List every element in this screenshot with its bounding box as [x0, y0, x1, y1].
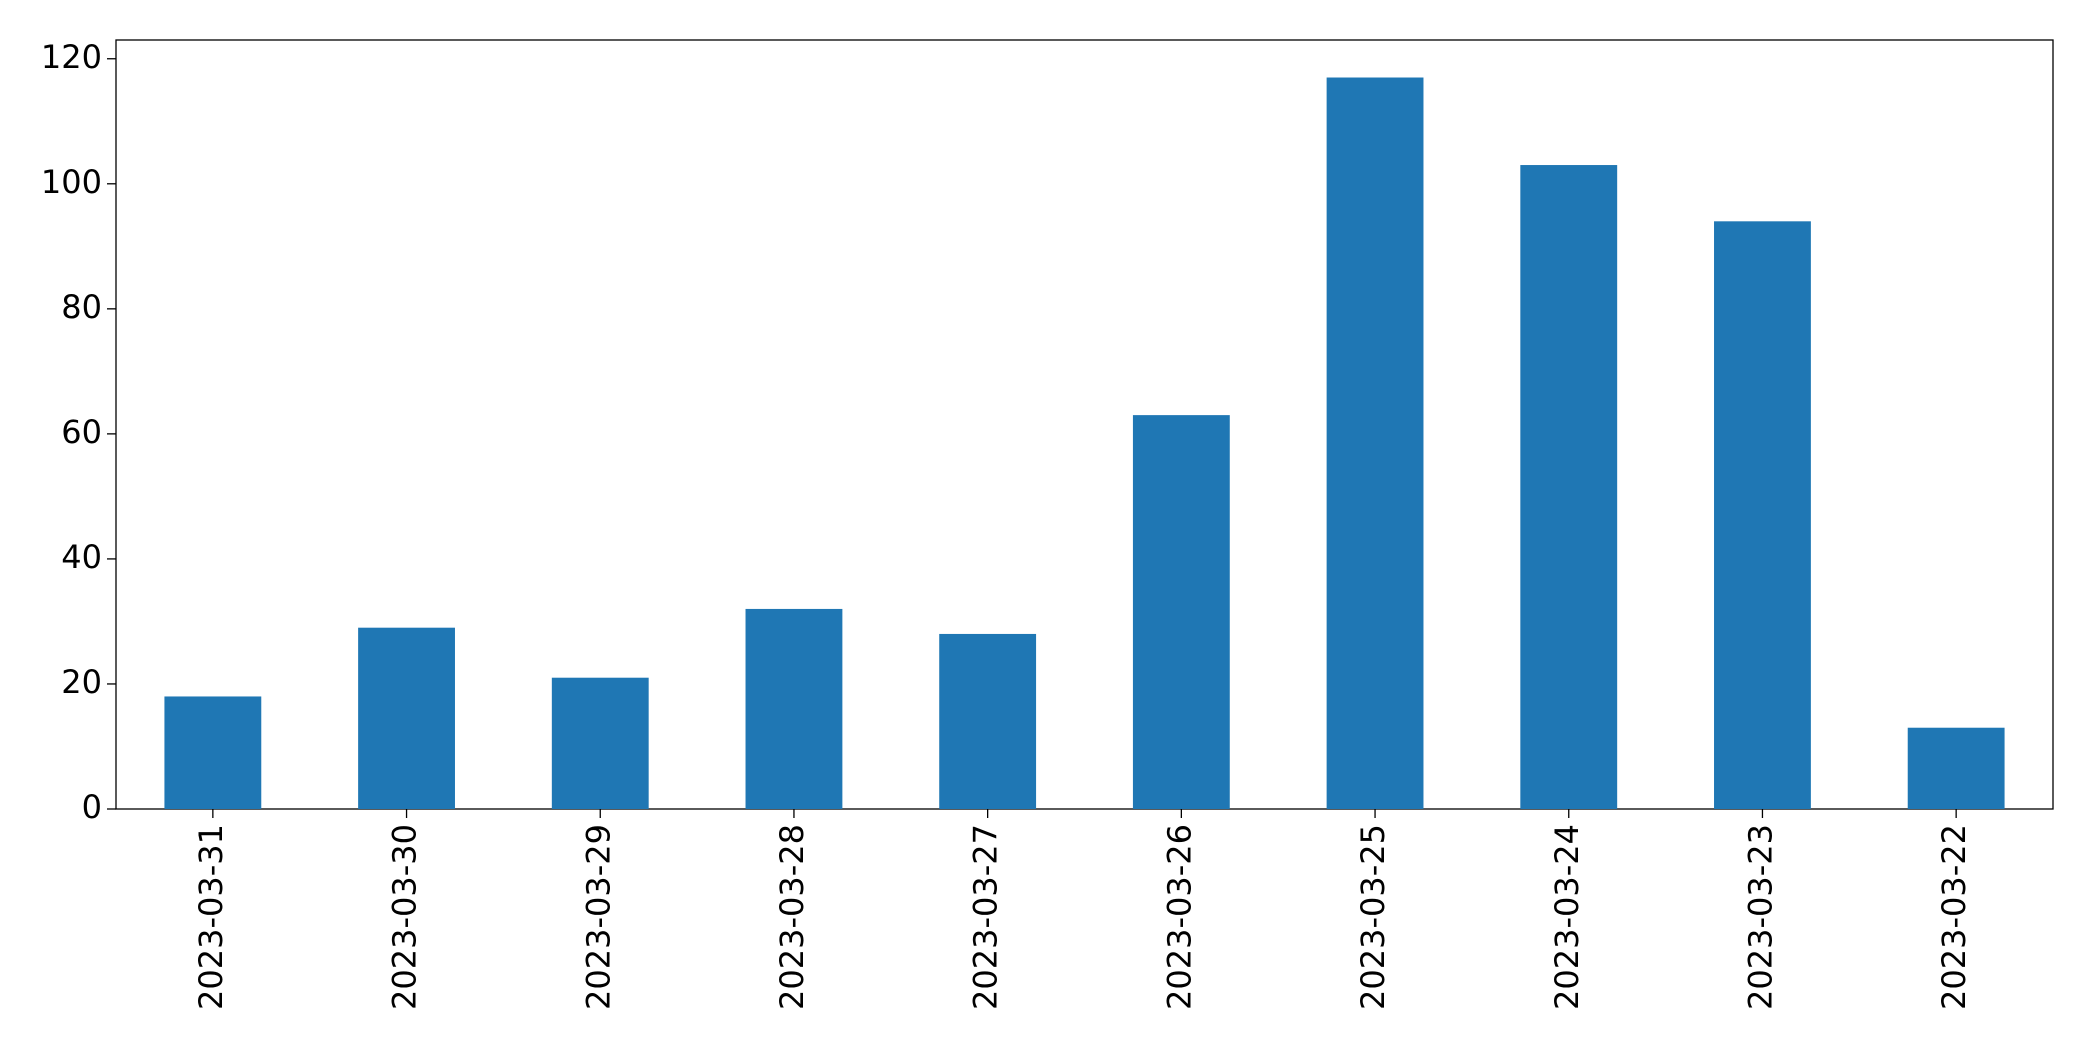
x-tick-label: 2023-03-22: [1935, 824, 1973, 1010]
x-tick-label: 2023-03-27: [967, 824, 1005, 1010]
x-tick-label: 2023-03-31: [192, 824, 230, 1010]
y-tick-label: 40: [61, 538, 102, 576]
bar: [164, 696, 262, 809]
y-tick-label: 0: [82, 788, 102, 826]
y-tick-label: 80: [61, 288, 102, 326]
plot-frame: [115, 39, 2054, 810]
x-tick-label: 2023-03-23: [1741, 824, 1779, 1010]
x-tick-label: 2023-03-28: [773, 824, 811, 1010]
bar: [1714, 221, 1811, 809]
y-tick-label: 60: [61, 413, 102, 451]
bar: [551, 677, 649, 809]
bar: [1326, 77, 1424, 809]
y-tick-label: 20: [61, 663, 102, 701]
x-tick-label: 2023-03-29: [579, 824, 617, 1010]
y-tick-label: 120: [41, 38, 102, 76]
bar: [1520, 165, 1618, 809]
x-tick-label: 2023-03-26: [1160, 824, 1198, 1010]
y-tick-label: 100: [41, 163, 102, 201]
bar: [358, 627, 455, 809]
x-tick-label: 2023-03-24: [1548, 824, 1586, 1010]
bar: [1132, 415, 1230, 809]
x-tick-label: 2023-03-25: [1354, 824, 1392, 1010]
bar: [939, 633, 1037, 809]
bar: [1907, 727, 2005, 809]
bar: [745, 608, 843, 809]
x-tick-label: 2023-03-30: [386, 824, 424, 1010]
